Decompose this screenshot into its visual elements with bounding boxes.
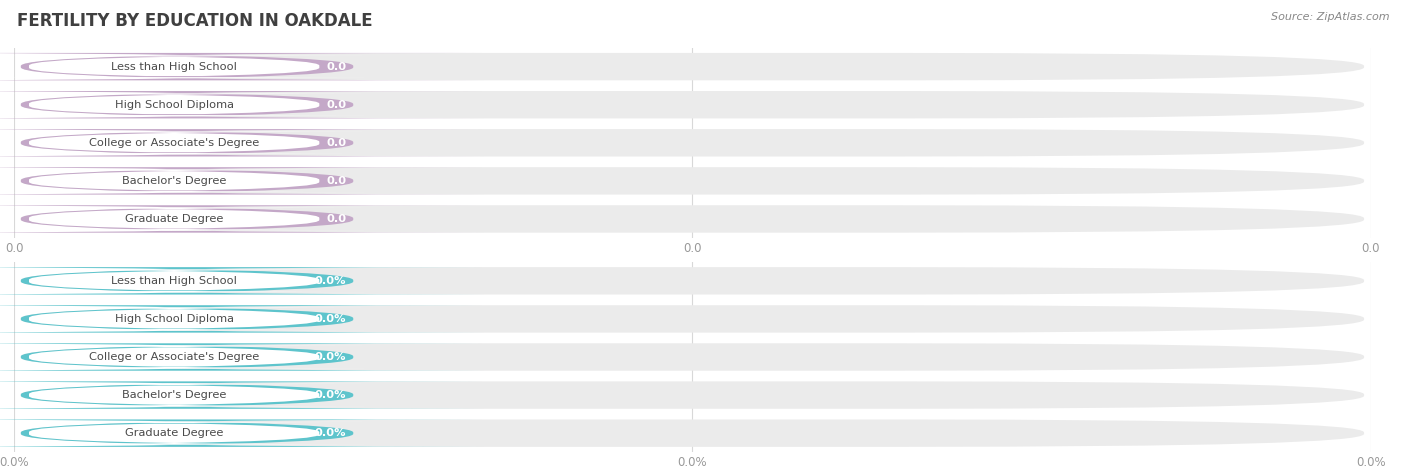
FancyBboxPatch shape xyxy=(0,422,389,445)
Text: Graduate Degree: Graduate Degree xyxy=(125,214,224,224)
FancyBboxPatch shape xyxy=(21,419,1364,447)
Text: 0.0%: 0.0% xyxy=(315,390,346,400)
Text: Source: ZipAtlas.com: Source: ZipAtlas.com xyxy=(1271,12,1389,22)
Text: College or Associate's Degree: College or Associate's Degree xyxy=(89,352,259,362)
FancyBboxPatch shape xyxy=(0,343,485,371)
FancyBboxPatch shape xyxy=(0,208,389,230)
FancyBboxPatch shape xyxy=(0,55,389,78)
FancyBboxPatch shape xyxy=(0,53,485,80)
Text: Bachelor's Degree: Bachelor's Degree xyxy=(122,176,226,186)
FancyBboxPatch shape xyxy=(21,205,1364,233)
FancyBboxPatch shape xyxy=(0,169,389,192)
FancyBboxPatch shape xyxy=(0,131,389,154)
FancyBboxPatch shape xyxy=(21,129,1364,157)
FancyBboxPatch shape xyxy=(0,305,485,333)
FancyBboxPatch shape xyxy=(0,269,389,292)
FancyBboxPatch shape xyxy=(0,346,389,368)
FancyBboxPatch shape xyxy=(0,384,389,407)
FancyBboxPatch shape xyxy=(21,167,1364,195)
FancyBboxPatch shape xyxy=(0,307,389,330)
FancyBboxPatch shape xyxy=(21,91,1364,119)
FancyBboxPatch shape xyxy=(0,419,485,447)
Text: 0.0: 0.0 xyxy=(326,61,346,72)
Text: High School Diploma: High School Diploma xyxy=(115,314,233,324)
Text: 0.0%: 0.0% xyxy=(315,314,346,324)
FancyBboxPatch shape xyxy=(0,205,485,233)
FancyBboxPatch shape xyxy=(21,381,1364,409)
FancyBboxPatch shape xyxy=(21,343,1364,371)
FancyBboxPatch shape xyxy=(0,381,485,409)
FancyBboxPatch shape xyxy=(0,93,389,116)
Text: 0.0%: 0.0% xyxy=(315,352,346,362)
Text: High School Diploma: High School Diploma xyxy=(115,99,233,110)
Text: 0.0: 0.0 xyxy=(326,176,346,186)
FancyBboxPatch shape xyxy=(0,129,485,157)
Text: 0.0%: 0.0% xyxy=(315,428,346,438)
Text: 0.0%: 0.0% xyxy=(315,276,346,286)
FancyBboxPatch shape xyxy=(0,91,485,119)
FancyBboxPatch shape xyxy=(0,267,485,295)
Text: 0.0: 0.0 xyxy=(326,138,346,148)
Text: FERTILITY BY EDUCATION IN OAKDALE: FERTILITY BY EDUCATION IN OAKDALE xyxy=(17,12,373,30)
FancyBboxPatch shape xyxy=(0,167,485,195)
Text: Less than High School: Less than High School xyxy=(111,276,238,286)
FancyBboxPatch shape xyxy=(21,305,1364,333)
Text: Graduate Degree: Graduate Degree xyxy=(125,428,224,438)
FancyBboxPatch shape xyxy=(21,267,1364,295)
FancyBboxPatch shape xyxy=(21,53,1364,80)
Text: 0.0: 0.0 xyxy=(326,214,346,224)
Text: College or Associate's Degree: College or Associate's Degree xyxy=(89,138,259,148)
Text: Less than High School: Less than High School xyxy=(111,61,238,72)
Text: Bachelor's Degree: Bachelor's Degree xyxy=(122,390,226,400)
Text: 0.0: 0.0 xyxy=(326,99,346,110)
